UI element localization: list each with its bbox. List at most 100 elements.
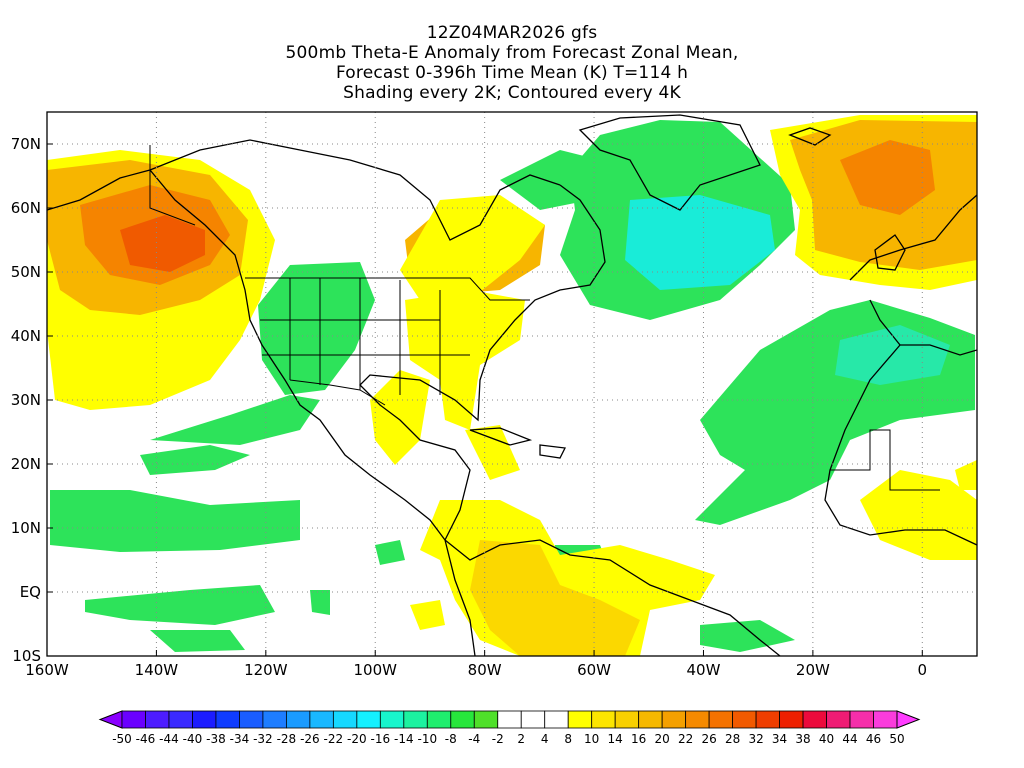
title-line-4: Shading every 2K; Contoured every 4K	[343, 83, 681, 103]
lon-tick-label: 80W	[468, 661, 502, 679]
colorbar-label: -14	[394, 732, 414, 746]
colorbar-swatch	[356, 710, 381, 729]
lat-tick-label: 50N	[11, 263, 41, 281]
colorbar-swatch	[450, 710, 475, 729]
colorbar-swatch	[309, 710, 334, 729]
colorbar-swatch	[473, 710, 499, 729]
colorbar-label: 28	[725, 732, 740, 746]
colorbar-label: -4	[468, 732, 480, 746]
cyan-region-north-atlantic	[625, 195, 775, 290]
colorbar-label: -32	[253, 732, 273, 746]
lat-tick-label: 30N	[11, 391, 41, 409]
colorbar-label: 14	[608, 732, 623, 746]
colorbar-label: -44	[159, 732, 179, 746]
green-region-south-pacific	[85, 585, 275, 625]
colorbar-swatch	[661, 710, 687, 729]
colorbar-swatch	[426, 710, 452, 729]
colorbar-swatch	[403, 710, 428, 729]
lon-tick-label: 100W	[354, 661, 398, 679]
coast-south-america	[444, 539, 781, 656]
colorbar-swatch	[168, 710, 193, 729]
borders	[149, 145, 940, 491]
colorbar-arrow-high	[896, 710, 921, 729]
coast-hispaniola	[539, 444, 566, 459]
coast-south-america-west	[444, 539, 476, 656]
gold-region-south-america	[470, 540, 640, 656]
yellow-region-mexico-gulf	[370, 370, 430, 465]
green-region-small-1	[375, 540, 405, 565]
colorbar-label: -26	[300, 732, 320, 746]
border-west-africa	[830, 429, 940, 491]
title-line-2: 500mb Theta-E Anomaly from Forecast Zona…	[285, 43, 739, 63]
colorbar-label: 38	[795, 732, 810, 746]
colorbar-label: 20	[655, 732, 670, 746]
colorbar-swatch	[614, 710, 640, 729]
colorbar-label: -46	[136, 732, 156, 746]
coast-north-america-west	[47, 169, 446, 541]
colorbar-swatch	[121, 710, 146, 729]
colorbar-label: 16	[631, 732, 646, 746]
green-region-small-2	[310, 590, 330, 615]
colorbar-label: -8	[445, 732, 457, 746]
colorbar-label: -22	[324, 732, 344, 746]
lat-tick-label: 40N	[11, 327, 41, 345]
green-region-tropical-pacific	[50, 490, 300, 552]
lon-tick-label: 60W	[577, 661, 611, 679]
colorbar-label: -2	[492, 732, 504, 746]
coast-iceland	[788, 127, 832, 146]
colorbar-label: 46	[866, 732, 881, 746]
colorbar-swatch	[802, 710, 827, 729]
lat-tick-label: EQ	[20, 583, 41, 601]
anomaly-shading	[47, 115, 977, 656]
colorbar-swatch	[755, 710, 780, 729]
colorbar-label: 2	[517, 732, 525, 746]
red-region-gulf-of-alaska	[120, 215, 205, 272]
border-states-2	[260, 319, 470, 356]
colorbar-swatch	[708, 710, 734, 729]
axis-labels: 160W 140W 120W 100W 80W 60W 40W 20W 0 10S EQ 10N 20N…	[11, 135, 927, 679]
colorbar-swatch	[192, 710, 217, 729]
colorbar-label: -34	[230, 732, 250, 746]
colorbar-swatch	[262, 710, 287, 729]
colorbar-label: 34	[772, 732, 787, 746]
colorbar-label: 32	[748, 732, 763, 746]
yellow-region-west-africa	[860, 470, 977, 560]
colorbar-label: -50	[112, 732, 132, 746]
colorbar-label: 40	[819, 732, 834, 746]
coast-cuba	[469, 427, 533, 446]
lat-tick-label: 70N	[11, 135, 41, 153]
colorbar-label: -20	[347, 732, 367, 746]
lon-tick-label: 140W	[135, 661, 179, 679]
colorbar-label: 44	[842, 732, 857, 746]
lat-tick-label: 60N	[11, 199, 41, 217]
title-line-3: Forecast 0-396h Time Mean (K) T=114 h	[335, 63, 689, 83]
colorbar: -50 -46 -44 -40 -38 -34 -32 -28 -26 -22 -20 -16 -14-…	[98, 710, 921, 746]
colorbar-swatch	[239, 710, 264, 729]
coast-africa-north	[900, 344, 977, 356]
coast-greenland	[578, 114, 761, 211]
border-states-1	[289, 278, 441, 395]
colorbar-arrow-low	[98, 710, 123, 729]
yellow-region-caribbean-1	[465, 425, 520, 480]
colorbar-swatch	[779, 710, 804, 729]
green-region-east-pacific	[150, 395, 320, 445]
colorbar-swatch	[497, 710, 522, 729]
colorbar-swatch	[826, 710, 851, 729]
green-region-pacific-20n	[140, 445, 250, 475]
colorbar-label: 26	[701, 732, 716, 746]
colorbar-swatch	[732, 710, 757, 729]
colorbar-swatch	[285, 710, 311, 729]
colorbar-label: -38	[206, 732, 226, 746]
colorbar-label: 8	[564, 732, 572, 746]
colorbar-swatch	[849, 710, 874, 729]
yellow-region-great-lakes	[400, 195, 545, 300]
border-alaska	[149, 145, 196, 226]
green-region-south-atlantic	[700, 620, 795, 652]
colorbar-label: 4	[541, 732, 549, 746]
coast-canada-arctic	[149, 139, 561, 241]
lon-tick-label: 40W	[687, 661, 721, 679]
lon-tick-label: 0	[918, 661, 928, 679]
colorbar-label: 10	[584, 732, 599, 746]
colorbar-swatch	[544, 710, 569, 729]
green-region-canada-arctic	[500, 150, 600, 210]
